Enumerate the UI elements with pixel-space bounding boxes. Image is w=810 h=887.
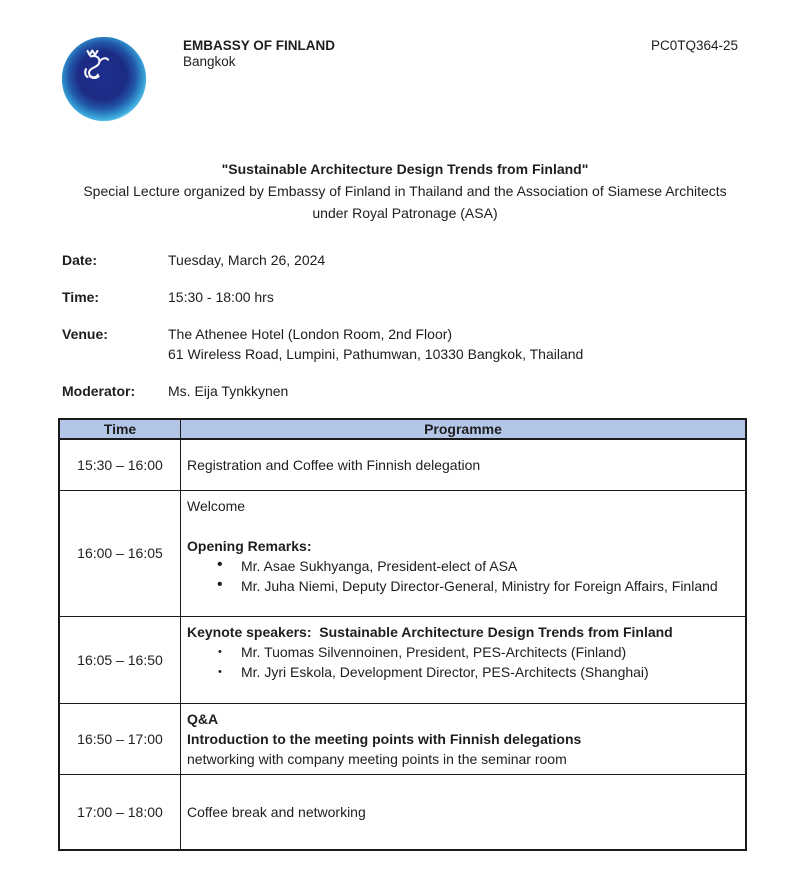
detail-label: Time: bbox=[62, 289, 100, 305]
table-row: 16:05 – 16:50 Keynote speakers: Sustainab… bbox=[58, 615, 747, 704]
embassy-logo bbox=[60, 36, 148, 122]
detail-label: Venue: bbox=[62, 326, 108, 342]
time-cell: 16:05 – 16:50 bbox=[58, 615, 181, 704]
time-cell: 17:00 – 18:00 bbox=[58, 773, 181, 851]
programme-cell: Welcome Opening Remarks:Mr. Asae Sukhyan… bbox=[180, 489, 747, 617]
programme-cell: Coffee break and networking bbox=[180, 773, 747, 851]
title-block: "Sustainable Architecture Design Trends … bbox=[0, 158, 810, 224]
reference-code: PC0TQ364-25 bbox=[650, 38, 738, 53]
detail-value: 15:30 - 18:00 hrs bbox=[168, 287, 274, 307]
detail-line: 15:30 - 18:00 hrs bbox=[168, 289, 274, 305]
table-row: 17:00 – 18:00 Coffee break and networking bbox=[58, 773, 747, 851]
programme-line bbox=[187, 516, 737, 536]
programme-cell: Registration and Coffee with Finnish del… bbox=[180, 438, 747, 491]
detail-row: Moderator: Ms. Eija Tynkkynen bbox=[62, 381, 810, 401]
programme-line: Opening Remarks: bbox=[187, 537, 312, 554]
programme-line: Introduction to the meeting points with … bbox=[187, 730, 582, 747]
detail-label: Moderator: bbox=[62, 383, 136, 399]
detail-line: 61 Wireless Road, Lumpini, Pathumwan, 10… bbox=[168, 346, 584, 362]
org-city: Bangkok bbox=[183, 54, 236, 69]
programme-line: Q&A bbox=[187, 710, 219, 727]
document-title: "Sustainable Architecture Design Trends … bbox=[221, 161, 589, 177]
detail-value: Ms. Eija Tynkkynen bbox=[168, 381, 288, 401]
programme-line: Registration and Coffee with Finnish del… bbox=[187, 456, 481, 473]
event-details: Date: Tuesday, March 26, 2024 Time: 15:30 -… bbox=[62, 250, 810, 401]
detail-row: Time: 15:30 - 18:00 hrs bbox=[62, 287, 810, 307]
time-cell: 16:00 – 16:05 bbox=[58, 489, 181, 617]
document-subtitle: Special Lecture organized by Embassy of … bbox=[83, 183, 727, 221]
detail-value: The Athenee Hotel (London Room, 2nd Floo… bbox=[168, 324, 583, 364]
detail-line: The Athenee Hotel (London Room, 2nd Floo… bbox=[168, 326, 453, 342]
time-column-header: Time bbox=[58, 418, 181, 440]
detail-label: Date: bbox=[62, 252, 98, 268]
detail-line: Ms. Eija Tynkkynen bbox=[168, 383, 289, 399]
table-row: 16:50 – 17:00 Q&A Introduction to the meet… bbox=[58, 702, 747, 775]
programme-line: Mr. Jyri Eskola, Development Director, P… bbox=[187, 662, 737, 682]
document-header: EMBASSY OF FINLAND Bangkok PC0TQ364-25 bbox=[0, 0, 810, 122]
org-name: EMBASSY OF FINLAND bbox=[183, 38, 336, 53]
globe-lion-icon bbox=[61, 36, 147, 122]
detail-row: Venue: The Athenee Hotel (London Room, 2n… bbox=[62, 324, 810, 364]
detail-line: Tuesday, March 26, 2024 bbox=[168, 252, 326, 268]
table-header-row: Time Programme bbox=[58, 418, 747, 440]
time-cell: 15:30 – 16:00 bbox=[58, 438, 181, 491]
programme-line: networking with company meeting points i… bbox=[187, 750, 567, 767]
table-row: 15:30 – 16:00 Registration and Coffee wit… bbox=[58, 438, 747, 491]
programme-cell: Q&A Introduction to the meeting points wi… bbox=[180, 702, 747, 775]
org-block: EMBASSY OF FINLAND Bangkok bbox=[183, 36, 335, 70]
programme-cell: Keynote speakers: Sustainable Architectu… bbox=[180, 615, 747, 704]
programme-table: Time Programme 15:30 – 16:00 Registration… bbox=[58, 418, 747, 851]
detail-value: Tuesday, March 26, 2024 bbox=[168, 250, 325, 270]
programme-line: Mr. Juha Niemi, Deputy Director-General,… bbox=[187, 575, 737, 596]
time-cell: 16:50 – 17:00 bbox=[58, 702, 181, 775]
programme-line: Welcome bbox=[187, 497, 246, 514]
programme-line: Coffee break and networking bbox=[187, 803, 366, 820]
programme-column-header: Programme bbox=[180, 418, 747, 440]
programme-line: Mr. Asae Sukhyanga, President-elect of A… bbox=[187, 555, 737, 576]
detail-row: Date: Tuesday, March 26, 2024 bbox=[62, 250, 810, 270]
programme-line: Mr. Tuomas Silvennoinen, President, PES-… bbox=[187, 642, 737, 662]
programme-line: Keynote speakers: Sustainable Architectu… bbox=[187, 623, 673, 640]
